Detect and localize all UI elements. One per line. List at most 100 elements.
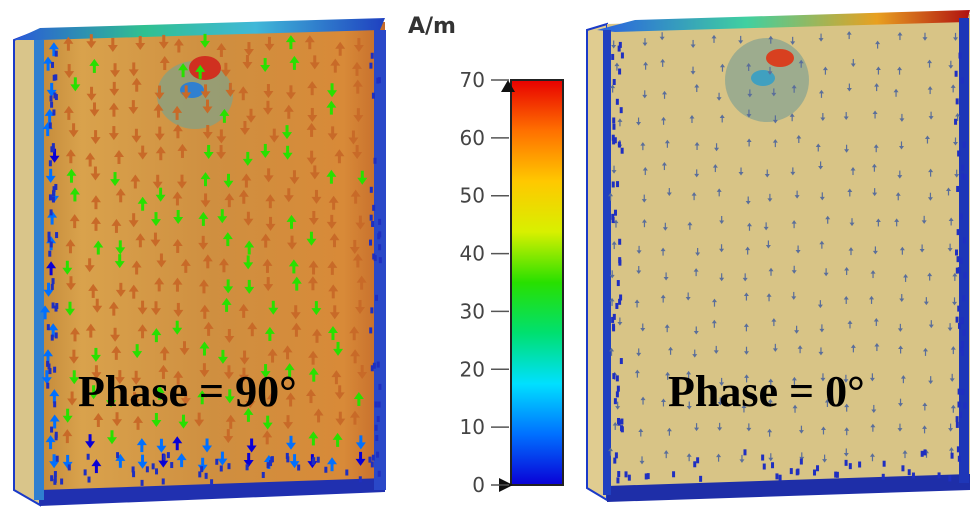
field-arrow (870, 270, 876, 274)
field-arrow (640, 396, 646, 401)
field-arrow (216, 152, 227, 160)
field-arrow (747, 93, 753, 98)
field-arrow (108, 301, 119, 309)
field-arrow-small (376, 361, 380, 368)
field-arrow-small (799, 458, 803, 465)
field-arrow (922, 37, 928, 41)
colorbar-tick-label: 60 (460, 126, 485, 150)
field-arrow (223, 180, 234, 188)
field-arrow (110, 70, 121, 78)
field-arrow (262, 430, 273, 438)
field-arrow (818, 165, 824, 170)
field-arrow (200, 91, 211, 99)
left-slab-face (40, 22, 385, 505)
field-arrow-small (377, 233, 381, 240)
field-arrow-small (54, 50, 58, 57)
field-arrow-small (699, 475, 703, 482)
field-arrow (262, 422, 273, 430)
field-arrow (246, 115, 257, 123)
field-arrow (712, 164, 718, 168)
field-arrow (158, 41, 169, 49)
field-arrow (223, 436, 234, 444)
field-arrow (928, 116, 934, 120)
field-arrow (69, 377, 80, 385)
field-arrow (695, 252, 701, 256)
field-arrow (223, 372, 234, 380)
field-arrow (306, 122, 317, 130)
colorbar-tick-label: 0 (472, 473, 485, 497)
field-arrow (245, 401, 256, 409)
field-arrow (262, 107, 273, 115)
field-arrow (263, 91, 274, 99)
field-arrow (90, 195, 101, 203)
field-arrow (243, 49, 254, 57)
field-arrow-small (269, 460, 273, 467)
field-arrow (768, 35, 774, 40)
field-arrow-small (53, 471, 57, 478)
field-arrow (151, 328, 162, 336)
field-arrow-small (86, 453, 90, 460)
field-arrow (928, 380, 934, 385)
field-arrow (176, 181, 187, 189)
field-arrow-small (961, 388, 965, 395)
field-arrow (687, 221, 693, 226)
field-arrow (86, 93, 97, 101)
field-arrow-small (376, 451, 380, 458)
field-arrow (181, 92, 192, 100)
field-arrow (225, 414, 236, 422)
field-arrow (223, 286, 234, 294)
field-arrow-small (53, 401, 57, 408)
field-arrow-small (778, 474, 782, 481)
field-arrow (352, 253, 363, 261)
field-arrow (135, 43, 146, 51)
field-arrow (128, 284, 139, 292)
field-arrow (41, 377, 52, 385)
field-arrow-small (50, 283, 54, 290)
field-arrow (843, 452, 849, 457)
field-arrow (172, 277, 183, 285)
field-arrow (767, 198, 773, 202)
field-arrow (154, 277, 165, 285)
field-arrow (172, 105, 183, 113)
field-arrow (242, 62, 253, 70)
field-arrow (903, 273, 909, 278)
field-arrow (263, 284, 274, 292)
field-arrow (179, 348, 190, 356)
field-arrow-small (266, 462, 270, 469)
field-arrow-small (618, 68, 622, 75)
field-arrow (264, 326, 275, 334)
field-arrow-small (644, 473, 648, 480)
field-arrow (612, 421, 618, 426)
field-arrow (85, 152, 96, 160)
colorbar-unit: A/m (408, 14, 456, 39)
field-arrow (897, 175, 903, 179)
field-arrow (150, 308, 161, 316)
field-arrow (849, 222, 855, 227)
colorbar-tick-label: 20 (460, 357, 485, 381)
field-arrow (659, 36, 665, 41)
field-arrow-small (612, 123, 616, 130)
field-arrow-small (372, 204, 376, 211)
field-arrow (93, 240, 104, 248)
field-arrow (663, 276, 669, 281)
field-arrow (173, 309, 184, 317)
field-arrow (91, 459, 102, 467)
field-arrow (225, 89, 236, 97)
field-arrow (689, 114, 695, 119)
field-arrow-small (54, 74, 58, 81)
field-arrow (202, 254, 213, 262)
field-arrow (795, 250, 801, 254)
field-arrow (872, 192, 878, 197)
field-arrow (68, 130, 79, 138)
field-arrow-small (618, 41, 622, 48)
field-arrow (843, 379, 849, 383)
field-arrow (91, 216, 102, 224)
field-arrow (66, 168, 77, 176)
field-arrow (353, 45, 364, 53)
field-arrow (738, 40, 744, 44)
field-arrow-small (962, 295, 966, 302)
field-arrow-small (848, 463, 852, 470)
field-arrow (64, 71, 75, 79)
field-arrow (661, 162, 667, 166)
field-arrow-small (619, 107, 623, 114)
